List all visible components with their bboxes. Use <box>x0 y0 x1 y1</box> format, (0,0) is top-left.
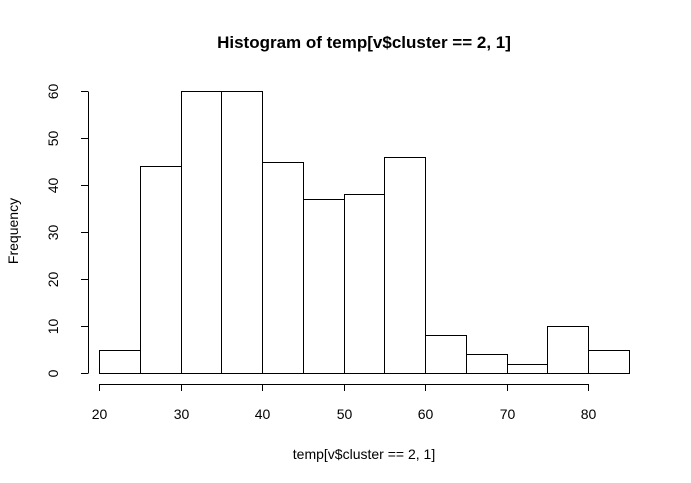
x-tick-label: 60 <box>418 406 434 422</box>
histogram-bar <box>466 354 508 374</box>
histogram-bar <box>384 157 426 374</box>
y-tick-label: 40 <box>45 178 61 194</box>
histogram-bar <box>99 350 141 374</box>
y-tick-label: 10 <box>45 319 61 335</box>
y-tick-label: 50 <box>45 131 61 147</box>
histogram-bar <box>588 350 630 374</box>
y-axis-label: Frequency <box>5 198 21 264</box>
y-tick-label: 60 <box>45 84 61 100</box>
x-axis-label: temp[v$cluster == 2, 1] <box>293 446 435 462</box>
x-tick-label: 50 <box>337 406 353 422</box>
histogram-bar <box>344 194 385 374</box>
y-tick-label: 30 <box>45 225 61 241</box>
histogram-bar <box>140 166 182 374</box>
histogram-bar <box>221 91 263 374</box>
x-tick-label: 30 <box>174 406 190 422</box>
chart-title: Histogram of temp[v$cluster == 2, 1] <box>217 33 511 52</box>
x-tick-label: 40 <box>255 406 271 422</box>
y-tick-label: 0 <box>45 369 61 377</box>
histogram-bar <box>181 91 222 374</box>
histogram-bar <box>507 364 548 374</box>
histogram-bar <box>425 335 467 374</box>
x-tick-label: 20 <box>92 406 108 422</box>
histogram-bar <box>303 199 345 374</box>
histogram-bar <box>547 326 589 374</box>
bars-group <box>99 91 630 374</box>
x-tick-label: 80 <box>581 406 597 422</box>
x-tick-label: 70 <box>500 406 516 422</box>
y-tick-label: 20 <box>45 272 61 288</box>
x-axis: 20 30 40 50 60 70 80 <box>92 384 597 422</box>
histogram-bar <box>262 162 304 374</box>
y-axis: 0 10 20 30 40 50 60 <box>45 84 89 377</box>
